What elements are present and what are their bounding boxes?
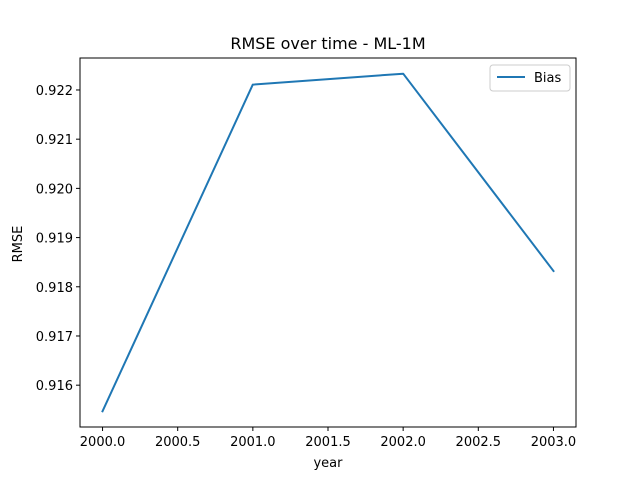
y-tick-label: 0.918 bbox=[36, 281, 73, 296]
x-tick-label: 2003.0 bbox=[531, 435, 577, 450]
x-tick-label: 2001.0 bbox=[230, 435, 276, 450]
x-axis-ticks: 2000.0 2000.5 2001.0 2001.5 2002.0 2002.5 2003… bbox=[80, 427, 576, 450]
y-tick-label: 0.916 bbox=[36, 379, 73, 394]
x-axis-label: year bbox=[313, 456, 343, 471]
legend-label-bias: Bias bbox=[534, 71, 561, 86]
x-tick-label: 2002.0 bbox=[380, 435, 426, 450]
x-tick-label: 2002.5 bbox=[456, 435, 502, 450]
x-tick-label: 2001.5 bbox=[305, 435, 351, 450]
y-tick-label: 0.920 bbox=[36, 182, 73, 197]
x-tick-label: 2000.0 bbox=[80, 435, 126, 450]
legend: Bias bbox=[489, 64, 571, 92]
legend-box bbox=[489, 64, 571, 92]
plot-area bbox=[79, 57, 577, 428]
y-tick-label: 0.919 bbox=[36, 232, 73, 247]
series-layer bbox=[101, 72, 555, 413]
plot-frame bbox=[79, 57, 577, 428]
y-tick-label: 0.921 bbox=[36, 133, 73, 148]
y-axis-ticks: 0.916 0.917 0.918 0.919 0.920 0.921 0.922 bbox=[36, 84, 80, 394]
chart-title: RMSE over time - ML-1M bbox=[230, 34, 425, 53]
x-tick-label: 2000.5 bbox=[155, 435, 201, 450]
y-axis-label: RMSE bbox=[11, 226, 26, 263]
y-tick-label: 0.922 bbox=[36, 84, 73, 99]
series-line-bias bbox=[101, 72, 555, 413]
y-tick-label: 0.917 bbox=[36, 330, 73, 345]
